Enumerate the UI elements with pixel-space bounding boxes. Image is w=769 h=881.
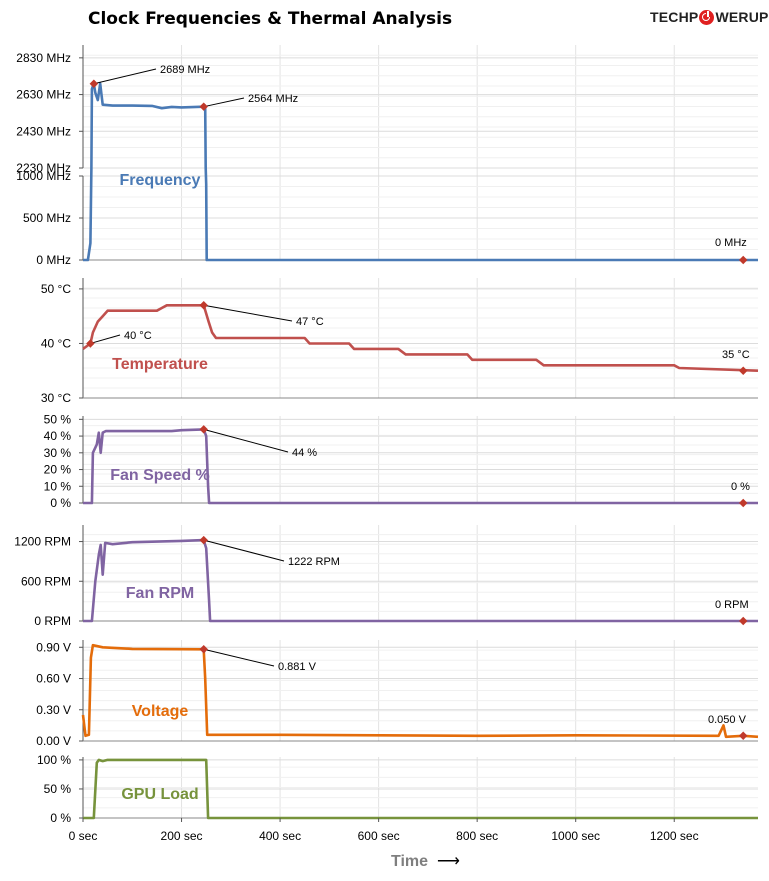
data-point-marker xyxy=(199,102,208,111)
data-point-marker xyxy=(199,645,208,654)
fan_rpm-series-line xyxy=(83,538,758,623)
fan_speed-series-label: Fan Speed % xyxy=(110,467,210,484)
data-point-marker xyxy=(199,535,208,545)
y-tick-label: 30 °C xyxy=(41,391,71,405)
callout-leader xyxy=(203,539,285,562)
callout-label: 0 RPM xyxy=(715,599,749,611)
callout-leader xyxy=(203,648,275,667)
callout-label: 2564 MHz xyxy=(248,93,298,105)
x-tick-label: 800 sec xyxy=(456,829,498,843)
y-tick-label: 600 RPM xyxy=(21,574,71,588)
voltage-series-line xyxy=(81,643,759,739)
callout-label: 47 °C xyxy=(296,316,324,328)
logo-text-left: TECHP xyxy=(650,9,699,25)
y-tick-label: 0 RPM xyxy=(34,614,71,628)
data-point-marker xyxy=(199,425,208,434)
x-tick-label: 1000 sec xyxy=(551,829,600,843)
callout-leader xyxy=(203,304,293,322)
y-tick-label: 50 % xyxy=(44,412,72,426)
y-tick-label: 1000 MHz xyxy=(16,169,71,183)
callout-leader xyxy=(90,334,121,344)
callout-label: 44 % xyxy=(292,447,317,459)
y-tick-label: 2830 MHz xyxy=(16,51,71,65)
techpowerup-logo: TECHP WERUP xyxy=(650,8,769,26)
chart-title: Clock Frequencies & Thermal Analysis xyxy=(88,9,453,29)
x-tick-label: 400 sec xyxy=(259,829,301,843)
y-tick-label: 20 % xyxy=(44,463,72,477)
y-tick-label: 50 °C xyxy=(41,282,71,296)
fan_rpm-series-label: Fan RPM xyxy=(126,585,194,602)
data-point-marker xyxy=(86,339,95,348)
y-tick-label: 0.30 V xyxy=(36,703,71,717)
y-tick-label: 0.90 V xyxy=(36,640,71,654)
data-point-marker xyxy=(738,731,748,741)
fan_speed-series-line xyxy=(83,428,758,505)
x-axis-label: Time xyxy=(391,853,428,870)
callout-label: 35 °C xyxy=(722,349,750,361)
y-tick-label: 10 % xyxy=(44,479,72,493)
callout-label: 40 °C xyxy=(124,330,152,342)
temperature-series-line xyxy=(82,303,759,372)
y-tick-label: 2430 MHz xyxy=(16,124,71,138)
y-tick-label: 50 % xyxy=(44,782,72,796)
y-tick-label: 0.00 V xyxy=(36,734,71,748)
callout-label: 0.881 V xyxy=(278,661,317,673)
callout-label: 0 MHz xyxy=(715,237,747,249)
y-tick-label: 2230 MHz xyxy=(16,161,71,175)
data-point-marker xyxy=(738,366,748,375)
callout-label: 1222 RPM xyxy=(288,556,340,568)
data-point-marker xyxy=(199,301,208,310)
y-tick-label: 0.60 V xyxy=(36,672,71,686)
data-point-marker xyxy=(738,255,748,265)
y-tick-label: 2630 MHz xyxy=(16,88,71,102)
callout-label: 2689 MHz xyxy=(160,64,210,76)
gpu_load-series-line xyxy=(83,758,758,820)
frequency-series-line xyxy=(83,82,758,262)
data-point-marker xyxy=(89,79,99,88)
power-icon xyxy=(699,9,715,25)
temperature-series-label: Temperature xyxy=(112,356,208,373)
y-tick-label: 0 MHz xyxy=(36,253,71,267)
y-tick-label: 0 % xyxy=(50,811,71,825)
callout-leader xyxy=(93,68,157,85)
y-tick-label: 30 % xyxy=(44,446,72,460)
callout-label: 0.050 V xyxy=(708,714,747,726)
callout-label: 0 % xyxy=(731,481,750,493)
y-tick-label: 500 MHz xyxy=(23,211,71,225)
data-point-marker xyxy=(738,616,748,626)
voltage-series-label: Voltage xyxy=(132,703,189,720)
x-tick-label: 1200 sec xyxy=(650,829,699,843)
x-tick-label: 600 sec xyxy=(358,829,400,843)
callout-leader xyxy=(203,428,289,453)
y-tick-label: 100 % xyxy=(37,753,71,767)
x-axis-arrow: ⟶ xyxy=(437,853,460,870)
y-tick-label: 40 °C xyxy=(41,336,71,350)
logo-text-right: WERUP xyxy=(715,9,769,25)
x-tick-label: 0 sec xyxy=(69,829,98,843)
callout-leader xyxy=(203,97,245,108)
frequency-series-label: Frequency xyxy=(120,172,201,189)
x-tick-label: 200 sec xyxy=(161,829,203,843)
y-tick-label: 0 % xyxy=(50,496,71,510)
y-tick-label: 40 % xyxy=(44,429,72,443)
y-tick-label: 1200 RPM xyxy=(14,535,71,549)
gpu_load-series-label: GPU Load xyxy=(121,786,198,803)
data-point-marker xyxy=(738,498,748,508)
